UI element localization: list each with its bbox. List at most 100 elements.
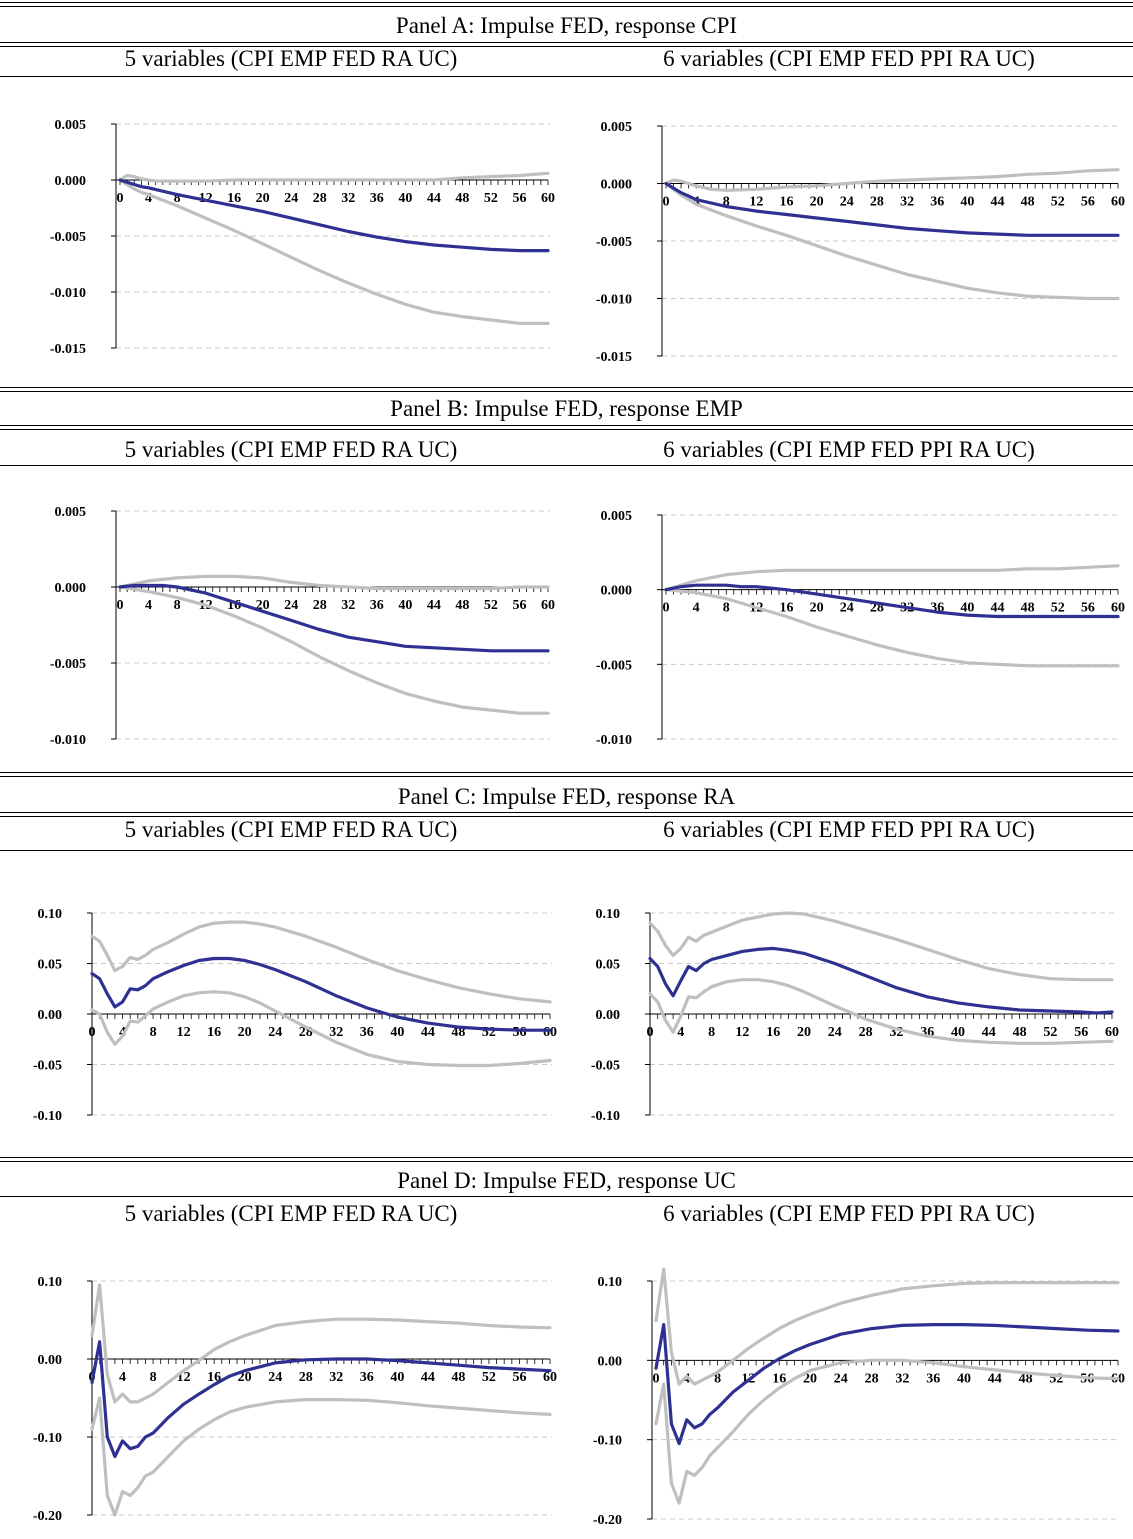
series-line-upper: [118, 171, 550, 183]
y-tick-label: -0.10: [33, 1431, 62, 1446]
panel-b-subtitle-5var: 5 variables (CPI EMP FED RA UC): [124, 437, 458, 462]
x-tick-label: 8: [714, 1371, 721, 1386]
panel-a-subtitle-5var: 5 variables (CPI EMP FED RA UC): [124, 46, 458, 71]
x-tick-label: 56: [512, 1370, 526, 1385]
panel-c-subtitle-rule: [0, 850, 1133, 851]
x-tick-label: 16: [207, 1025, 221, 1040]
series-line-lower: [90, 990, 552, 1068]
chart-a5: 0.005 0.000 -0.005 -0.010 -0.015 0 4 8 12 16 20 24 2…: [0, 108, 566, 370]
panel-c-top-rule-2: [0, 776, 1133, 777]
panel-d-top-rule-2: [0, 1161, 1133, 1162]
x-tick-label: 40: [398, 598, 412, 613]
panel-c-subtitle-6var: 6 variables (CPI EMP FED PPI RA UC): [663, 817, 1035, 842]
x-tick-label: 40: [398, 191, 412, 206]
panel-d: Panel D: Impulse FED, response UC 5 vari…: [0, 1155, 1133, 1539]
series-line-upper: [648, 911, 1114, 982]
y-tick-label: 0.00: [596, 1008, 621, 1023]
x-tick-label: 60: [1105, 1025, 1119, 1040]
y-tick-label: -0.015: [596, 350, 632, 365]
x-tick-label: 8: [174, 598, 181, 613]
y-tick-label: 0.005: [601, 120, 633, 135]
x-tick-label: 44: [988, 1371, 1002, 1386]
x-tick-label: 36: [930, 195, 944, 210]
x-tick-label: 56: [1074, 1025, 1088, 1040]
panel-d-subtitle-6var: 6 variables (CPI EMP FED PPI RA UC): [663, 1201, 1035, 1226]
x-tick-label: 36: [360, 1370, 374, 1385]
y-tick-label: -0.010: [596, 293, 632, 308]
chart-svg: 0.100.00-0.10-0.200 4 8 12 16 20 24 28 32 36 40 44 4…: [593, 1267, 1125, 1528]
y-tick-label: -0.20: [33, 1509, 62, 1524]
x-tick-label: 40: [960, 195, 974, 210]
panel-b-top-rule-2: [0, 391, 1133, 392]
x-tick-label: 0: [647, 1025, 654, 1040]
panel-a-subtitle-6var: 6 variables (CPI EMP FED PPI RA UC): [663, 46, 1035, 71]
y-tick-label: 0.000: [601, 584, 633, 599]
x-tick-label: 4: [145, 191, 152, 206]
x-tick-label: 28: [859, 1025, 873, 1040]
y-tick-label: -0.10: [33, 1109, 62, 1124]
y-tick-label: -0.010: [50, 286, 86, 301]
x-tick-label: 60: [1111, 601, 1125, 616]
x-tick-label: 48: [451, 1370, 465, 1385]
x-tick-label: 56: [1081, 601, 1095, 616]
x-tick-label: 16: [780, 601, 794, 616]
x-tick-label: 48: [1019, 1371, 1033, 1386]
panel-a-top-rule: [0, 2, 1133, 3]
panel-a-top-rule-2: [0, 6, 1133, 7]
panel-c-top-rule: [0, 772, 1133, 773]
x-tick-label: 40: [390, 1025, 404, 1040]
x-tick-label: 32: [895, 1371, 909, 1386]
panel-b-top-rule: [0, 387, 1133, 388]
series-line-response: [654, 1322, 1120, 1446]
x-tick-label: 4: [119, 1025, 126, 1040]
x-tick-label: 20: [810, 601, 824, 616]
chart-c6: 0.10 0.05 0.00 -0.05 -0.10 0 4 8 12 16 20 24 28 32 36 4…: [566, 885, 1132, 1147]
panel-b-title: Panel B: Impulse FED, response EMP: [390, 396, 743, 421]
x-tick-label: 48: [1021, 195, 1035, 210]
chart-b5: 0.005 0.000 -0.005 -0.010 0 4 8 12 16 20 24 28 32 36 4…: [0, 495, 566, 757]
y-tick-label: 0.005: [55, 505, 87, 520]
y-tick-label: 0.00: [598, 1354, 623, 1369]
x-tick-label: 12: [735, 1025, 749, 1040]
x-tick-label: 8: [150, 1025, 157, 1040]
x-tick-label: 40: [390, 1370, 404, 1385]
x-tick-label: 20: [238, 1370, 252, 1385]
panel-a-title: Panel A: Impulse FED, response CPI: [395, 13, 738, 38]
x-tick-label: 24: [834, 1371, 848, 1386]
panel-c-subtitle-5var: 5 variables (CPI EMP FED RA UC): [124, 817, 458, 842]
x-tick-label: 60: [541, 598, 555, 613]
panel-b-subtitle-6var: 6 variables (CPI EMP FED PPI RA UC): [663, 437, 1035, 462]
x-tick-label: 16: [780, 195, 794, 210]
y-tick-label: -0.010: [50, 733, 86, 748]
x-tick-label: 24: [840, 601, 854, 616]
x-tick-label: 40: [960, 601, 974, 616]
y-tick-label: -0.010: [596, 733, 632, 748]
y-tick-label: -0.10: [591, 1109, 620, 1124]
x-tick-label: 24: [284, 598, 298, 613]
series-line-upper: [118, 574, 550, 591]
x-tick-label: 0: [663, 195, 670, 210]
x-tick-label: 52: [484, 598, 498, 613]
panel-b-title-rule: [0, 425, 1133, 426]
y-tick-label: 0.000: [55, 581, 87, 596]
y-tick-label: -0.005: [50, 230, 86, 245]
x-tick-label: 8: [708, 1025, 715, 1040]
x-tick-label: 56: [512, 1025, 526, 1040]
x-tick-label: 8: [723, 601, 730, 616]
series-line-response: [90, 956, 552, 1032]
y-tick-label: -0.05: [591, 1059, 620, 1074]
y-tick-label: 0.000: [55, 174, 87, 189]
x-tick-label: 4: [693, 601, 700, 616]
series-line-lower: [118, 585, 550, 715]
x-tick-label: 32: [341, 191, 355, 206]
x-tick-label: 36: [926, 1371, 940, 1386]
panel-b-title-rule-2: [0, 429, 1133, 430]
x-tick-label: 0: [117, 598, 124, 613]
x-tick-label: 20: [810, 195, 824, 210]
x-tick-label: 44: [427, 598, 441, 613]
x-tick-label: 56: [1081, 195, 1095, 210]
y-tick-label: 0.10: [598, 1275, 623, 1290]
x-tick-label: 20: [238, 1025, 252, 1040]
panel-c-title-rule: [0, 812, 1133, 813]
